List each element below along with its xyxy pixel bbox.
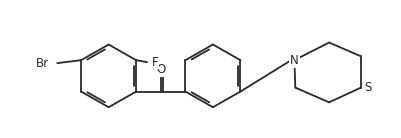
Text: N: N (289, 54, 298, 67)
Text: O: O (156, 63, 165, 76)
Text: F: F (152, 56, 158, 69)
Text: Br: Br (36, 57, 49, 70)
Text: S: S (363, 81, 371, 94)
